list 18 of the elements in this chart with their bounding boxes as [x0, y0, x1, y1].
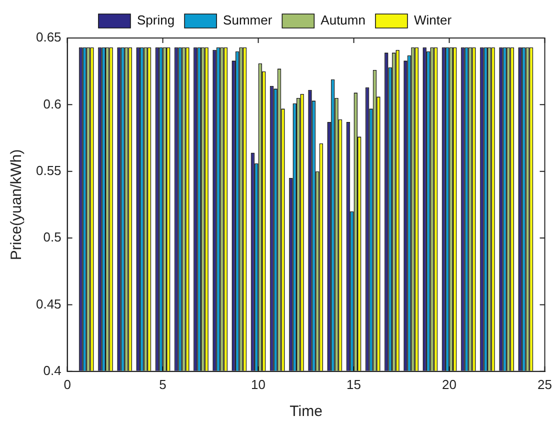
y-tick-label: 0.4: [43, 362, 62, 378]
x-tick-label: 20: [442, 376, 457, 392]
x-tick-label: 25: [538, 376, 552, 392]
legend-label: Summer: [223, 12, 273, 28]
y-tick-label: 0.45: [36, 296, 62, 312]
x-axis-title: Time: [290, 403, 322, 420]
x-tick-label: 0: [64, 376, 71, 392]
y-tick-label: 0.5: [43, 230, 62, 245]
legend-label: Winter: [414, 12, 452, 28]
x-tick-label: 15: [346, 376, 362, 392]
x-tick-label: 5: [159, 376, 166, 392]
y-tick-label: 0.6: [43, 96, 62, 112]
y-tick-label: 0.55: [36, 162, 62, 178]
y-axis-title: Price(yuan/kWh): [8, 149, 26, 260]
x-tick-label: 10: [251, 376, 266, 392]
legend-label: Spring: [136, 12, 175, 28]
y-tick-label: 0.65: [36, 30, 62, 45]
legend-label: Autumn: [320, 12, 366, 28]
